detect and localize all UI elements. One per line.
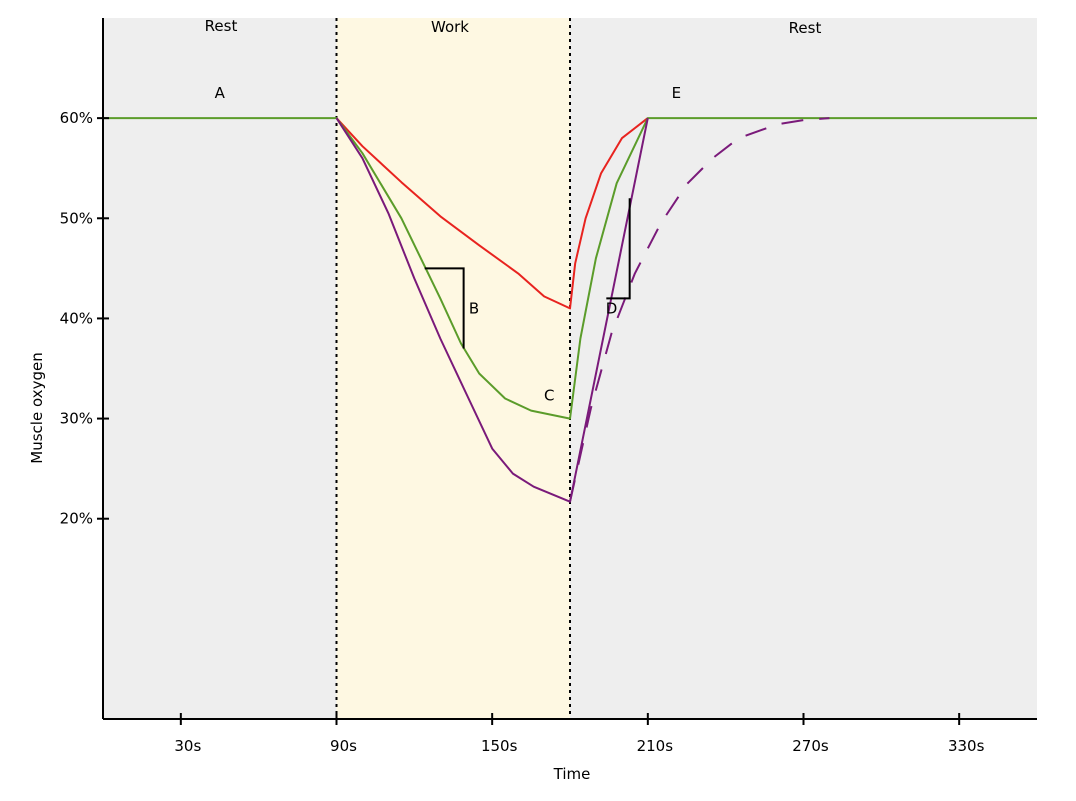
- annotation-b: B: [469, 299, 479, 317]
- x-tick-label-3: 210s: [637, 737, 674, 755]
- x-tick-label-1: 90s: [330, 737, 357, 755]
- x-axis-ticks: 30s 90s 150s 210s 270s 330s: [174, 713, 985, 755]
- phase-bands: [103, 18, 1037, 719]
- y-tick-label-2: 40%: [60, 309, 93, 327]
- slope-marker-0: [424, 267, 465, 349]
- slope-marker-1: [606, 198, 631, 300]
- y-axis-ticks: 20% 30% 40% 50% 60%: [60, 109, 109, 528]
- annotations: A B C D E: [215, 84, 681, 404]
- annotation-e: E: [672, 84, 681, 102]
- y-axis-title: Muscle oxygen: [28, 352, 46, 463]
- slope-markers: [424, 198, 631, 349]
- annotation-c: C: [544, 387, 554, 405]
- x-tick-label-5: 330s: [948, 737, 985, 755]
- y-tick-label-3: 50%: [60, 209, 93, 227]
- phase-labels: Rest Work Rest: [205, 17, 822, 37]
- annotation-d: D: [606, 299, 618, 317]
- phase-label-1: Work: [431, 18, 469, 36]
- y-tick-label-0: 20%: [60, 510, 93, 528]
- series-line-3: [569, 117, 830, 502]
- phase-label-0: Rest: [205, 17, 238, 35]
- axes: [102, 18, 1037, 720]
- x-tick-label-0: 30s: [174, 737, 201, 755]
- y-tick-label-1: 30%: [60, 410, 93, 428]
- series-lines: [103, 117, 1037, 503]
- phase-band-2: [570, 18, 1037, 719]
- x-tick-label-4: 270s: [792, 737, 829, 755]
- series-line-0: [335, 117, 649, 310]
- phase-band-1: [336, 18, 570, 719]
- series-line-1: [103, 117, 1037, 420]
- phase-band-0: [103, 18, 337, 719]
- series-line-2: [335, 117, 649, 503]
- phase-label-2: Rest: [789, 19, 822, 37]
- annotation-a: A: [215, 84, 226, 102]
- y-tick-label-4: 60%: [60, 109, 93, 127]
- phase-boundaries: [335, 18, 571, 719]
- x-tick-label-2: 150s: [481, 737, 518, 755]
- x-axis-title: Time: [553, 765, 591, 783]
